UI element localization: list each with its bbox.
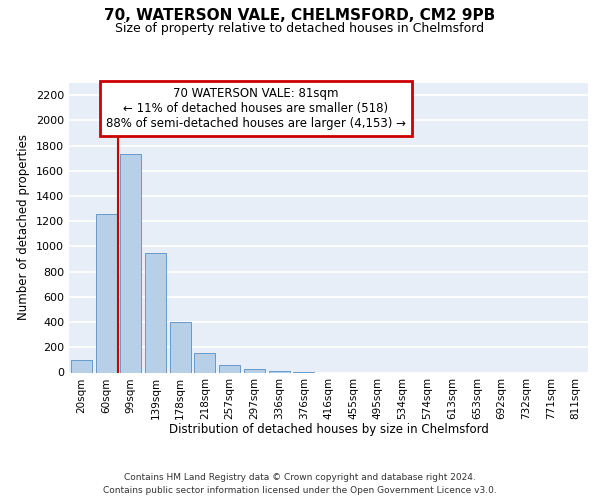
Text: Distribution of detached houses by size in Chelmsford: Distribution of detached houses by size … bbox=[169, 422, 489, 436]
Bar bbox=[120, 154, 141, 372]
Text: 70 WATERSON VALE: 81sqm
← 11% of detached houses are smaller (518)
88% of semi-d: 70 WATERSON VALE: 81sqm ← 11% of detache… bbox=[106, 87, 406, 130]
Bar bbox=[170, 322, 191, 372]
Text: 70, WATERSON VALE, CHELMSFORD, CM2 9PB: 70, WATERSON VALE, CHELMSFORD, CM2 9PB bbox=[104, 8, 496, 22]
Y-axis label: Number of detached properties: Number of detached properties bbox=[17, 134, 31, 320]
Bar bbox=[71, 360, 92, 372]
Bar bbox=[269, 370, 290, 372]
Bar bbox=[244, 368, 265, 372]
Bar bbox=[219, 365, 240, 372]
Text: Contains public sector information licensed under the Open Government Licence v3: Contains public sector information licen… bbox=[103, 486, 497, 495]
Bar bbox=[95, 214, 116, 372]
Bar bbox=[145, 252, 166, 372]
Text: Size of property relative to detached houses in Chelmsford: Size of property relative to detached ho… bbox=[115, 22, 485, 35]
Bar bbox=[194, 353, 215, 372]
Text: Contains HM Land Registry data © Crown copyright and database right 2024.: Contains HM Land Registry data © Crown c… bbox=[124, 472, 476, 482]
